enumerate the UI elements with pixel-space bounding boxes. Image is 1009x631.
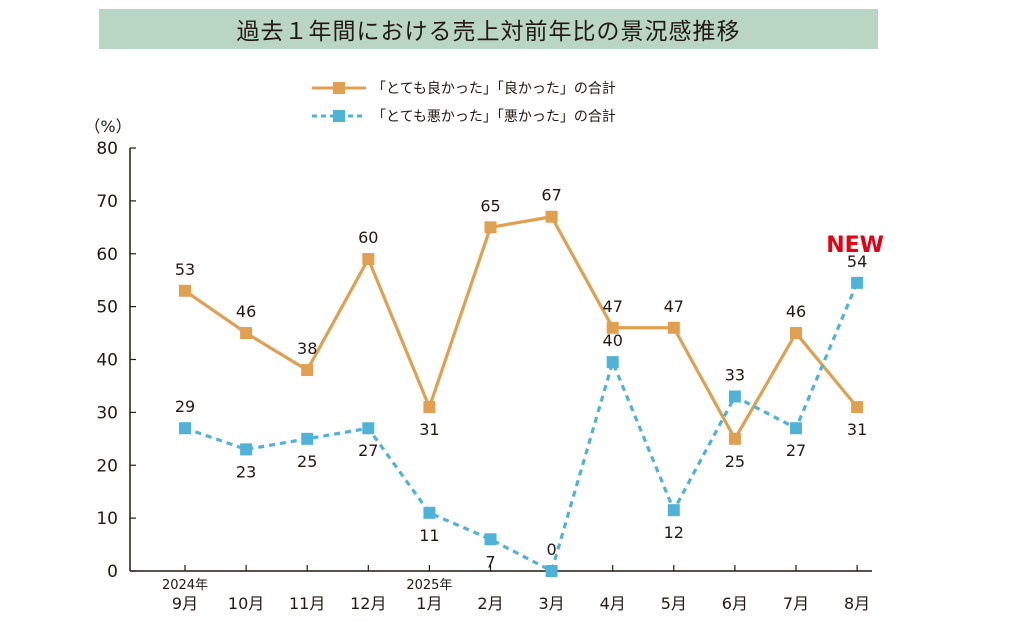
y-tick-label: 10 — [96, 509, 118, 529]
x-tick-label: 12月 — [350, 594, 386, 613]
x-tick-label: 3月 — [539, 594, 565, 613]
data-point — [545, 210, 558, 223]
data-label: 25 — [725, 452, 745, 471]
data-label: 11 — [419, 526, 439, 545]
data-point — [362, 422, 375, 435]
data-point — [667, 321, 680, 334]
data-label: 33 — [725, 366, 745, 385]
year-label: 2025年 — [406, 578, 452, 593]
x-tick-label: 7月 — [783, 594, 809, 613]
data-label: 23 — [236, 462, 256, 481]
x-tick-label: 10月 — [228, 594, 264, 613]
data-point — [728, 432, 741, 445]
x-tick-label: 11月 — [289, 594, 325, 613]
data-label: 7 — [485, 552, 495, 571]
x-tick-label: 8月 — [844, 594, 870, 613]
data-label: 60 — [358, 228, 378, 247]
x-tick-label: 9月 — [172, 594, 198, 613]
data-point — [301, 364, 314, 377]
data-point — [606, 356, 619, 369]
data-point — [179, 422, 191, 435]
data-label: 53 — [175, 260, 195, 279]
series-line — [184, 215, 859, 441]
y-tick-label: 60 — [96, 245, 118, 265]
y-tick-label: 20 — [96, 456, 118, 476]
legend-label: 「とても悪かった」「悪かった」の合計 — [372, 109, 616, 125]
data-label: 27 — [786, 441, 806, 460]
y-axis-unit-label: （%） — [84, 117, 131, 136]
data-label: 38 — [297, 339, 317, 358]
y-tick-label: 80 — [96, 139, 118, 159]
data-label: 31 — [419, 420, 439, 439]
data-label: 31 — [847, 420, 867, 439]
data-point — [423, 401, 436, 414]
data-label: 46 — [236, 302, 256, 321]
data-point — [790, 422, 802, 435]
y-tick-label: 0 — [107, 562, 118, 582]
data-point — [606, 321, 619, 334]
data-point — [362, 253, 375, 266]
legend-label: 「とても良かった」「良かった」の合計 — [372, 81, 616, 97]
data-point — [423, 506, 436, 519]
y-tick-label: 50 — [96, 298, 118, 318]
chart-title: 過去１年間における売上対前年比の景況感推移 — [236, 19, 741, 45]
data-label: 0 — [547, 540, 557, 559]
data-label: 47 — [603, 297, 623, 316]
series-line — [184, 282, 859, 573]
legend-marker — [333, 82, 345, 94]
year-label: 2024年 — [162, 578, 208, 593]
data-label: 29 — [175, 397, 195, 416]
data-point — [790, 327, 802, 340]
data-label: 54 — [847, 252, 867, 271]
data-point — [240, 327, 253, 340]
data-point — [484, 533, 497, 546]
data-point — [851, 401, 864, 414]
data-point — [728, 390, 741, 403]
x-tick-label: 4月 — [600, 594, 626, 613]
data-label: 65 — [480, 196, 500, 215]
data-label: 40 — [603, 331, 623, 350]
y-tick-label: 40 — [96, 351, 118, 371]
y-tick-label: 30 — [96, 403, 118, 423]
chart-title-bar: 過去１年間における売上対前年比の景況感推移 — [99, 9, 878, 49]
data-point — [667, 504, 680, 517]
data-point — [484, 221, 497, 234]
x-tick-label: 2月 — [477, 594, 503, 613]
data-point — [240, 443, 253, 456]
data-point — [851, 276, 864, 289]
new-annotation: NEW — [826, 233, 884, 258]
legend-marker — [333, 110, 345, 122]
data-label: 67 — [541, 186, 561, 205]
data-label: 25 — [297, 452, 317, 471]
data-label: 46 — [786, 302, 806, 321]
data-label: 12 — [664, 523, 684, 542]
data-point — [301, 432, 314, 445]
data-label: 27 — [358, 441, 378, 460]
x-tick-label: 5月 — [661, 594, 687, 613]
data-label: 47 — [664, 297, 684, 316]
data-point — [179, 284, 191, 297]
data-point — [545, 565, 558, 577]
y-tick-label: 70 — [96, 192, 118, 212]
x-tick-label: 6月 — [722, 594, 748, 613]
x-tick-label: 1月 — [416, 594, 442, 613]
